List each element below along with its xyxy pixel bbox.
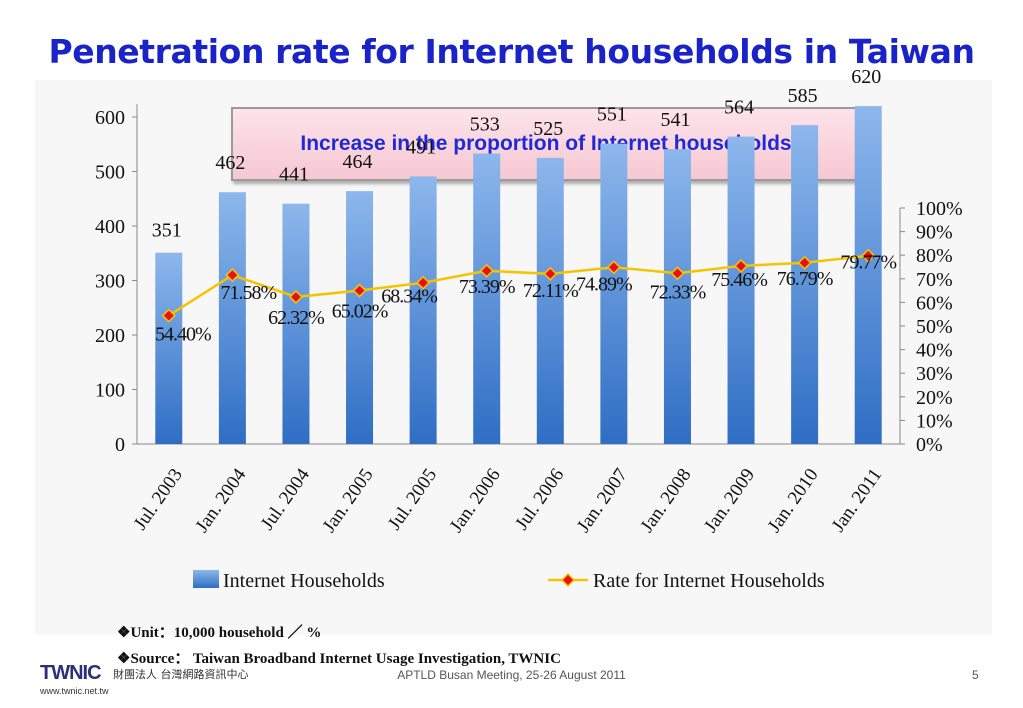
y-right-tick-label: 30% (916, 363, 953, 385)
y-right-tick-label: 80% (916, 245, 953, 267)
y-left-tick-label: 500 (95, 162, 125, 184)
logo-url: www.twnic.net.tw (40, 686, 109, 696)
bar (727, 136, 755, 444)
bar-value-label: 620 (851, 66, 881, 88)
bar (409, 176, 437, 444)
y-left-tick-label: 200 (95, 325, 125, 347)
x-tick-label: Jan. 2005 (319, 465, 378, 537)
bar (346, 191, 374, 444)
logo-chinese: 財團法人 台灣網路資訊中心 (113, 668, 249, 681)
x-tick-label: Jul. 2006 (511, 465, 568, 534)
y-right-tick-label: 20% (916, 387, 953, 409)
x-tick-label: Jul. 2003 (130, 465, 187, 534)
source-note: ❖Source： Taiwan Broadband Internet Usage… (117, 651, 561, 667)
rate-value-label: 72.11% (523, 280, 578, 302)
rate-value-label: 75.46% (711, 269, 767, 291)
rate-value-label: 74.89% (576, 273, 632, 295)
bar (473, 153, 501, 444)
x-tick-label: Jan. 2009 (700, 465, 759, 537)
rate-marker (797, 255, 812, 270)
bar-value-label: 525 (533, 118, 563, 140)
bar-value-label: 464 (343, 151, 373, 173)
y-left-tick-label: 100 (95, 380, 125, 402)
y-left-tick-label: 400 (95, 216, 125, 238)
legend-bar-label: Internet Households (223, 570, 385, 592)
page-title: Penetration rate for Internet households… (48, 32, 975, 71)
x-tick-label: Jul. 2005 (384, 465, 441, 534)
twnic-logo: TWNIC 財團法人 台灣網路資訊中心 www.twnic.net.tw (38, 662, 249, 700)
rate-value-label: 71.58% (221, 282, 277, 304)
legend-line-label: Rate for Internet Households (593, 570, 825, 592)
rate-marker (288, 289, 304, 304)
logo-name: TWNIC (40, 662, 102, 684)
legend-line-marker (560, 572, 576, 588)
rate-marker (479, 263, 494, 278)
bar (600, 143, 628, 444)
bar-value-label: 541 (660, 109, 690, 131)
rate-value-label: 72.33% (650, 281, 706, 303)
bar (791, 125, 819, 445)
rate-value-label: 62.32% (268, 307, 324, 329)
x-tick-label: Jan. 2006 (446, 465, 505, 537)
y-right-tick-label: 50% (916, 316, 953, 338)
bar (663, 149, 691, 444)
rate-marker (861, 248, 876, 263)
page-number: 5 (972, 668, 979, 682)
bar (282, 203, 310, 444)
bar-value-label: 585 (788, 85, 818, 107)
y-right-tick-label: 0% (916, 434, 943, 456)
x-tick-label: Jan. 2004 (191, 464, 250, 536)
bar (536, 157, 564, 444)
y-right-tick-label: 40% (916, 340, 953, 362)
y-left-tick-label: 0 (115, 434, 125, 456)
bar-value-label: 351 (152, 220, 182, 242)
y-right-tick-label: 100% (916, 198, 963, 220)
rate-marker (543, 266, 558, 281)
rate-value-label: 68.34% (381, 286, 437, 308)
bar-value-label: 491 (406, 136, 436, 158)
x-tick-label: Jan. 2010 (764, 465, 823, 537)
rate-value-label: 65.02% (332, 301, 388, 323)
rate-marker (670, 266, 685, 281)
bar-value-label: 533 (470, 114, 500, 136)
rate-marker (225, 268, 240, 283)
y-right-tick-label: 70% (916, 269, 953, 291)
rate-marker (161, 308, 176, 323)
bar-value-label: 551 (597, 104, 627, 126)
x-tick-label: Jan. 2011 (828, 465, 887, 536)
unit-note: ❖Unit：10,000 household ／ % (117, 625, 322, 641)
rate-marker (416, 275, 431, 290)
footer-text: APTLD Busan Meeting, 25-26 August 2011 (397, 668, 626, 682)
bar (155, 252, 183, 444)
bar-value-label: 462 (215, 152, 245, 174)
rate-value-label: 73.39% (459, 276, 515, 298)
rate-marker (733, 258, 749, 273)
bar (218, 192, 246, 444)
rate-value-label: 54.40% (155, 324, 211, 346)
x-tick-label: Jan. 2008 (637, 465, 696, 537)
bar-value-label: 564 (724, 97, 754, 119)
rate-value-label: 79.77% (840, 252, 896, 274)
legend-bar-swatch (193, 570, 219, 588)
y-right-tick-label: 10% (916, 410, 953, 432)
y-left-tick-label: 300 (95, 271, 125, 293)
y-left-tick-label: 600 (95, 107, 125, 129)
bar (854, 106, 882, 444)
y-right-tick-label: 60% (916, 292, 953, 314)
y-right-tick-label: 90% (916, 222, 953, 244)
rate-marker (352, 283, 367, 298)
bar-value-label: 441 (279, 164, 309, 186)
rate-line (168, 254, 869, 317)
x-tick-label: Jul. 2004 (257, 464, 314, 534)
x-tick-label: Jan. 2007 (573, 465, 632, 537)
rate-value-label: 76.79% (777, 268, 833, 290)
rate-marker (606, 260, 621, 275)
